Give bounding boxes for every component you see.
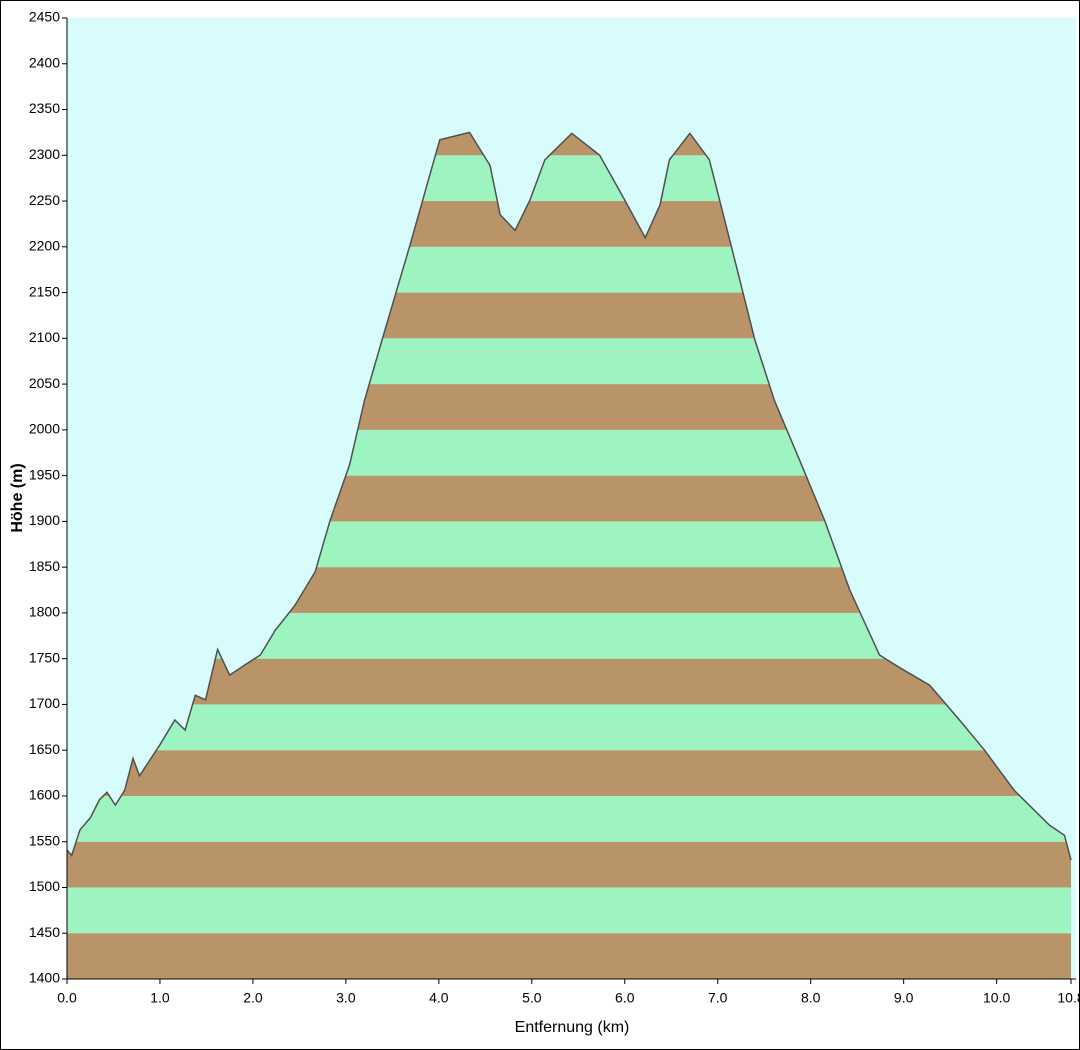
y-tick-label: 2450 bbox=[29, 9, 60, 25]
y-tick-label: 1450 bbox=[29, 924, 60, 940]
y-tick-label: 1700 bbox=[29, 695, 60, 711]
x-tick-label: 0.0 bbox=[57, 990, 77, 1006]
x-tick-label: 2.0 bbox=[243, 990, 263, 1006]
x-tick-label: 1.0 bbox=[150, 990, 170, 1006]
y-tick-label: 1950 bbox=[29, 466, 60, 482]
x-tick-label: 7.0 bbox=[708, 990, 728, 1006]
x-tick-label: 8.0 bbox=[801, 990, 821, 1006]
y-tick-label: 2300 bbox=[29, 146, 60, 162]
x-tick-label: 10.8 bbox=[1057, 990, 1080, 1006]
y-tick-label: 1600 bbox=[29, 787, 60, 803]
y-tick-label: 2350 bbox=[29, 100, 60, 116]
y-tick-label: 1500 bbox=[29, 878, 60, 894]
x-tick-label: 5.0 bbox=[522, 990, 542, 1006]
y-tick-label: 2150 bbox=[29, 283, 60, 299]
y-tick-label: 1850 bbox=[29, 558, 60, 574]
y-tick-label: 2100 bbox=[29, 329, 60, 345]
x-tick-label: 10.0 bbox=[983, 990, 1010, 1006]
y-tick-label: 2000 bbox=[29, 421, 60, 437]
elevation-band bbox=[67, 704, 1071, 751]
elevation-band bbox=[67, 795, 1071, 842]
elevation-band bbox=[67, 750, 1071, 796]
y-tick-label: 2200 bbox=[29, 238, 60, 254]
y-tick-label: 2400 bbox=[29, 54, 60, 70]
x-tick-label: 4.0 bbox=[429, 990, 449, 1006]
x-axis-label: Entfernung (km) bbox=[515, 1019, 630, 1036]
elevation-band bbox=[67, 933, 1071, 979]
y-tick-label: 2050 bbox=[29, 375, 60, 391]
x-tick-label: 6.0 bbox=[615, 990, 635, 1006]
profile-line bbox=[66, 131, 1072, 861]
y-tick-label: 1900 bbox=[29, 512, 60, 528]
x-tick-label: 9.0 bbox=[894, 990, 914, 1006]
y-tick-label: 1650 bbox=[29, 741, 60, 757]
elevation-band bbox=[67, 841, 1071, 888]
y-tick-label: 1800 bbox=[29, 604, 60, 620]
y-tick-label: 1750 bbox=[29, 649, 60, 665]
y-tick-label: 1400 bbox=[29, 970, 60, 986]
y-axis-label: Höhe (m) bbox=[9, 463, 26, 532]
x-tick-label: 3.0 bbox=[336, 990, 356, 1006]
y-tick-label: 1550 bbox=[29, 832, 60, 848]
elevation-band bbox=[67, 887, 1071, 934]
y-tick-label: 2250 bbox=[29, 192, 60, 208]
